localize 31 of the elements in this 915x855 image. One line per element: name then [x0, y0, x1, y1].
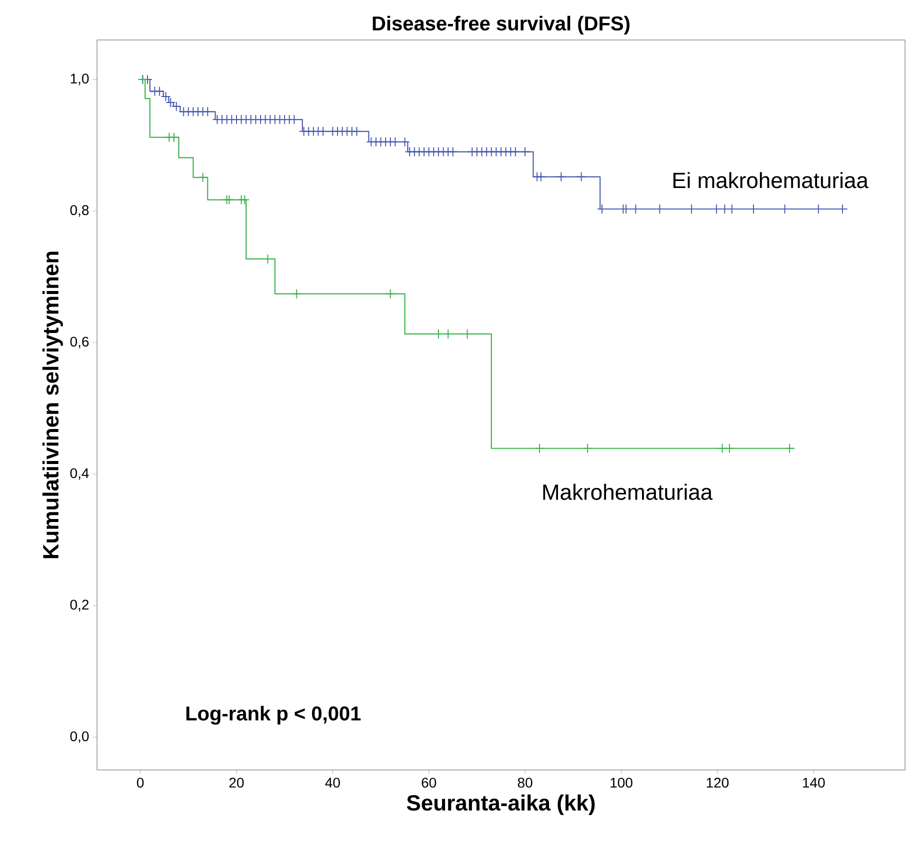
point — [717, 443, 728, 454]
point — [240, 194, 250, 205]
x-tick-label: 20 — [229, 778, 244, 788]
point — [385, 288, 396, 299]
x-tick-label: 80 — [518, 778, 532, 788]
chart-title: Disease-free survival (DFS) — [372, 16, 630, 34]
point — [224, 194, 234, 205]
annotation: Log-rank p < 0,001 — [186, 706, 361, 725]
point — [292, 288, 302, 299]
series-label: Ei makrohematuriaa — [673, 172, 868, 188]
point — [784, 443, 795, 454]
x-tick-label: 140 — [803, 778, 825, 788]
y-tick-label: 0,6 — [70, 336, 89, 348]
point — [724, 443, 734, 454]
y-tick-label: 0,4 — [70, 468, 89, 480]
point — [198, 172, 208, 182]
point — [534, 443, 544, 454]
y-tick-label: 0,2 — [70, 600, 89, 612]
x-tick-label: 120 — [706, 778, 729, 788]
x-tick-label: 40 — [325, 778, 340, 788]
y-tick-label: 0,8 — [70, 205, 89, 217]
y-tick-label: 1,0 — [70, 74, 89, 86]
x-tick-label: 60 — [422, 778, 436, 788]
point — [168, 132, 179, 142]
x-tick-label: 0 — [136, 778, 144, 788]
y-axis-title: Kumulatiivinen selviytyminen — [42, 252, 63, 558]
y-tick-label: 0,0 — [70, 731, 89, 743]
point — [582, 443, 593, 454]
series-label: Makrohematuriaa — [543, 484, 713, 500]
x-tick-label: 100 — [610, 778, 632, 788]
x-axis-title: Seuranta-aika (kk) — [406, 794, 595, 816]
